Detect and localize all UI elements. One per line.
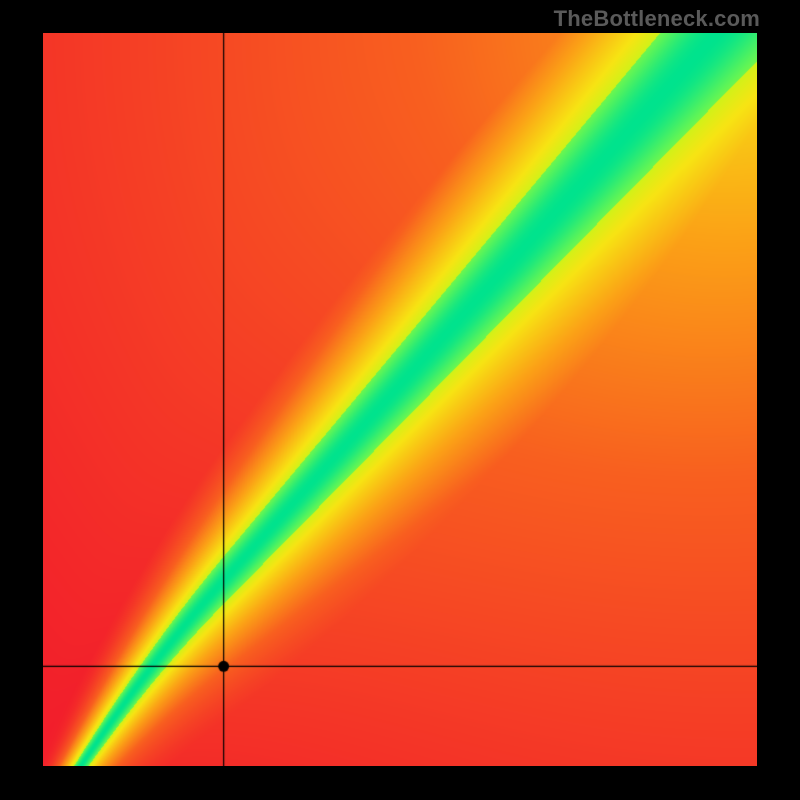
heatmap-canvas: [43, 33, 757, 766]
watermark-text: TheBottleneck.com: [554, 6, 760, 32]
chart-container: TheBottleneck.com: [0, 0, 800, 800]
